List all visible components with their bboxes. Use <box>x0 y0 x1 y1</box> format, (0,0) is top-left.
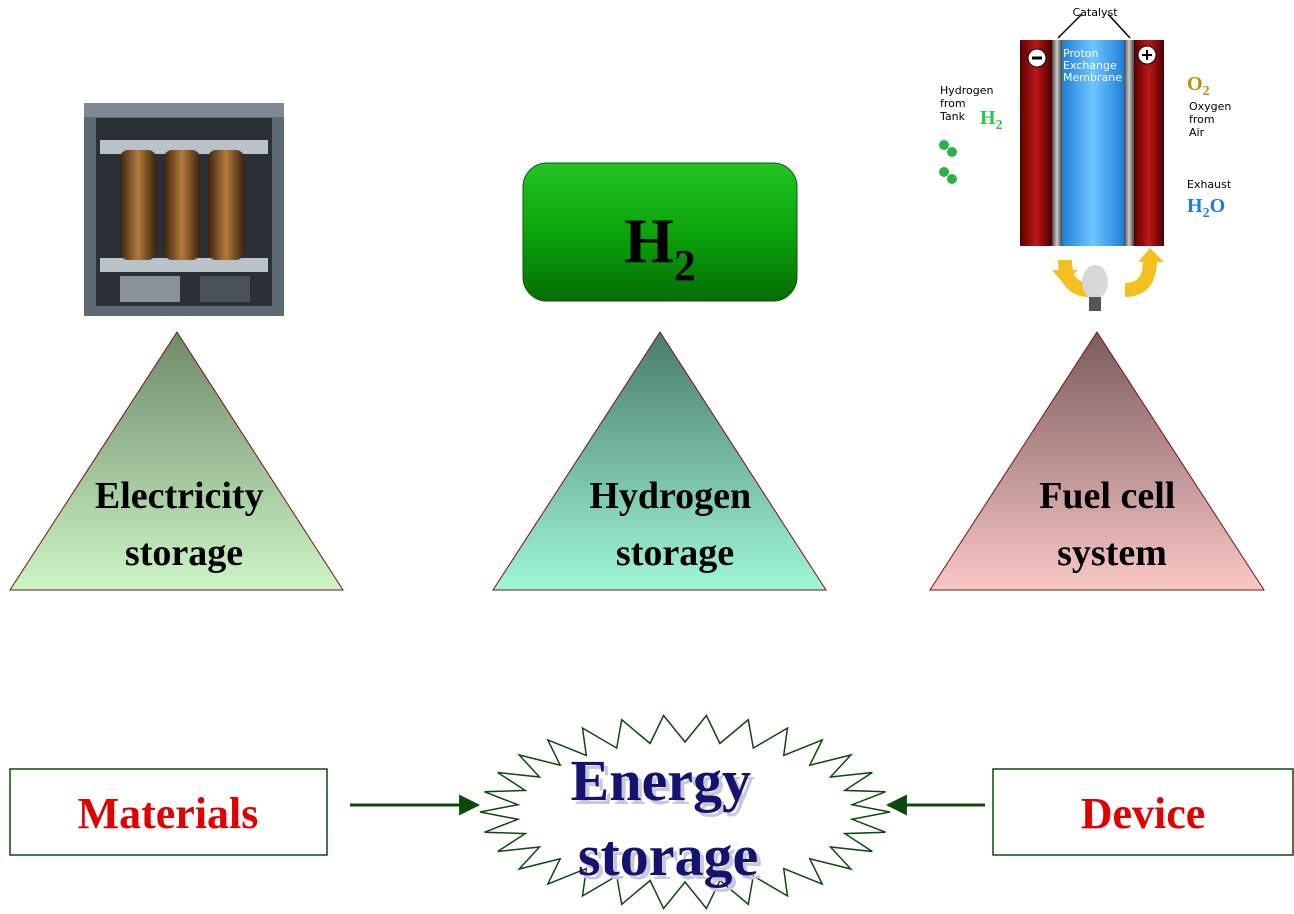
label-line: Exchange <box>1063 59 1117 72</box>
label-line: from <box>1189 113 1215 126</box>
battery-photo <box>84 103 284 316</box>
label-line: Fuel cell <box>1039 475 1175 517</box>
catalyst-label: Catalyst <box>1072 6 1118 19</box>
center-label-shadow: Energy storage <box>575 752 770 892</box>
triangle-label: Fuel cell system <box>1039 475 1185 574</box>
hydrogen-box <box>522 162 798 302</box>
label-line: system <box>1057 532 1167 574</box>
formula-sub: 2 <box>1203 84 1210 99</box>
formula-end: O <box>1210 195 1226 217</box>
oxygen-formula: O2 <box>1187 73 1210 99</box>
triangle-label: Electricity storage <box>95 475 273 574</box>
label-line: storage <box>125 532 243 574</box>
label-line: Tank <box>939 110 966 123</box>
label-line: Electricity <box>95 475 264 517</box>
triangle <box>929 331 1265 591</box>
label-line: storage <box>582 827 762 892</box>
membrane-label: Proton Exchange Membrane <box>1063 47 1122 84</box>
exhaust-label: Exhaust <box>1187 178 1232 191</box>
formula-base: H <box>1187 195 1203 217</box>
label-line: Proton <box>1063 47 1098 60</box>
formula-sub: 2 <box>996 118 1003 133</box>
label-line: Hydrogen <box>589 475 751 517</box>
starburst <box>479 714 891 910</box>
label-line: storage <box>616 532 734 574</box>
fuel-cell <box>939 13 1164 311</box>
water-formula: H2O <box>1187 195 1225 221</box>
materials-label: Materials <box>78 789 259 838</box>
hydrogen-source: Hydrogen from Tank <box>939 84 997 123</box>
materials-box <box>9 768 328 856</box>
formula-sub: 2 <box>1203 206 1210 221</box>
label-line: Energy <box>571 748 751 813</box>
oxygen-source: Oxygen from Air <box>1189 100 1235 139</box>
triangle <box>492 331 827 591</box>
label-line: Membrane <box>1063 71 1122 84</box>
formula-base: H <box>980 107 996 129</box>
label-line: Energy <box>575 752 755 817</box>
label-line: Air <box>1189 126 1205 139</box>
device-label: Device <box>1081 789 1206 838</box>
formula-base: O <box>1187 73 1203 95</box>
triangle-label: Hydrogen storage <box>589 475 760 574</box>
device-box <box>992 768 1294 856</box>
center-label: Energy storage <box>571 748 766 888</box>
hydrogen-formula: H2 <box>624 205 696 290</box>
formula-base: H <box>624 205 674 276</box>
triangle <box>9 331 344 591</box>
label-line: Oxygen <box>1189 100 1231 113</box>
formula-sub: 2 <box>674 241 696 290</box>
label-line: Hydrogen <box>940 84 994 97</box>
hydrogen-formula: H2 <box>980 107 1003 133</box>
label-line: storage <box>578 823 758 888</box>
label-line: from <box>940 97 966 110</box>
